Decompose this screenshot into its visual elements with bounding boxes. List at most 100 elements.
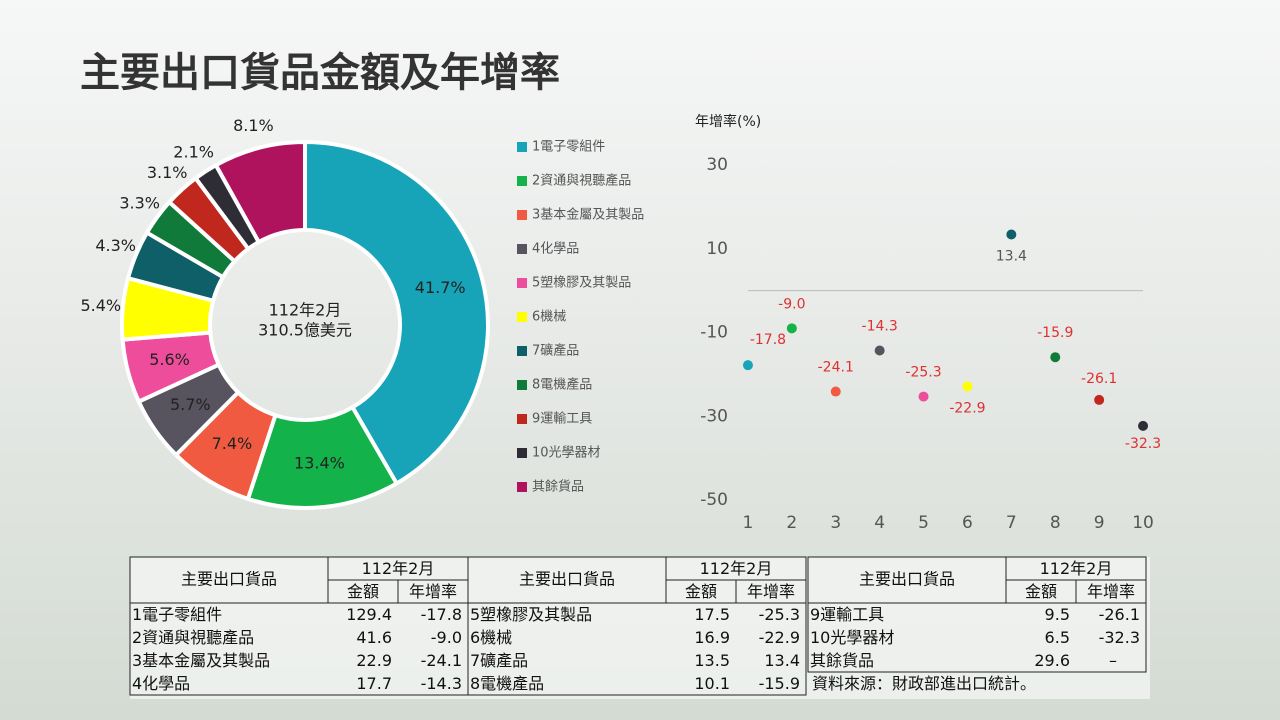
slice-label: 8.1% bbox=[233, 116, 274, 135]
table-cell-text: 8電機產品 bbox=[470, 674, 544, 693]
x-tick-label: 8 bbox=[1050, 513, 1061, 533]
table-cell-text: 7礦產品 bbox=[470, 651, 528, 670]
table-cell-text: 10.1 bbox=[694, 674, 730, 693]
legend-swatch bbox=[517, 210, 527, 220]
table-cell-text: 129.4 bbox=[346, 605, 392, 624]
table-cell-text: 9運輸工具 bbox=[810, 605, 884, 624]
legend-label: 7礦產品 bbox=[532, 343, 579, 359]
table-cell-text: -9.0 bbox=[431, 628, 462, 647]
scatter-point bbox=[830, 386, 841, 397]
table-cell-text: -14.3 bbox=[421, 674, 462, 693]
scatter-point bbox=[1138, 420, 1149, 431]
x-tick-label: 6 bbox=[962, 513, 973, 533]
scatter-point bbox=[1094, 394, 1105, 405]
scatter-point bbox=[786, 323, 797, 334]
table-cell-text: 5塑橡膠及其製品 bbox=[470, 605, 592, 624]
point-label: -9.0 bbox=[778, 296, 805, 312]
y-tick-label: 10 bbox=[706, 239, 728, 259]
slice-label: 13.4% bbox=[294, 454, 345, 473]
table-cell-text: 41.6 bbox=[356, 628, 392, 647]
y-axis-title: 年增率(%) bbox=[695, 113, 761, 130]
slice-label: 5.6% bbox=[149, 350, 190, 369]
table-header: 主要出口貨品 bbox=[519, 570, 615, 589]
table-cell-text: – bbox=[1109, 651, 1117, 670]
y-tick-label: -10 bbox=[700, 323, 728, 343]
table-cell-text: 6.5 bbox=[1045, 628, 1070, 647]
x-tick-label: 2 bbox=[786, 513, 797, 533]
legend-label: 5塑橡膠及其製品 bbox=[532, 276, 631, 291]
legend-swatch bbox=[517, 482, 527, 492]
table-note: 資料來源：財政部進出口統計。 bbox=[812, 674, 1036, 693]
legend-label: 10光學器材 bbox=[532, 446, 601, 461]
table-cell-text: -26.1 bbox=[1099, 605, 1140, 624]
table-cell-text: -32.3 bbox=[1099, 628, 1140, 647]
table-cell-text: -15.9 bbox=[759, 674, 800, 693]
slice-label: 5.4% bbox=[80, 296, 121, 315]
scatter-point bbox=[918, 391, 929, 402]
table-header: 主要出口貨品 bbox=[859, 570, 955, 589]
table-cell-text: 17.5 bbox=[694, 605, 730, 624]
scatter-point bbox=[962, 381, 973, 392]
table-cell-text: -17.8 bbox=[421, 605, 462, 624]
legend-swatch bbox=[517, 176, 527, 186]
x-tick-label: 7 bbox=[1006, 513, 1017, 533]
y-tick-label: -50 bbox=[700, 490, 728, 510]
y-tick-label: -30 bbox=[700, 406, 728, 426]
legend-label: 2資通與視聽產品 bbox=[532, 173, 631, 189]
slice-label: 7.4% bbox=[212, 434, 253, 453]
table-cell-text: -22.9 bbox=[759, 628, 800, 647]
table-header: 主要出口貨品 bbox=[181, 570, 277, 589]
table-cell-text: 9.5 bbox=[1045, 605, 1070, 624]
table-cell-text: 4化學品 bbox=[132, 674, 190, 693]
x-tick-label: 1 bbox=[743, 513, 754, 533]
x-tick-label: 10 bbox=[1132, 513, 1154, 533]
x-tick-label: 4 bbox=[874, 513, 885, 533]
legend-swatch bbox=[517, 380, 527, 390]
table-cell-text: 6機械 bbox=[470, 628, 512, 647]
table-bg bbox=[130, 557, 1150, 699]
point-label: -15.9 bbox=[1037, 325, 1073, 341]
table-cell-text: 13.5 bbox=[694, 651, 730, 670]
center-label: 112年2月 bbox=[269, 301, 342, 320]
scatter-point bbox=[1006, 229, 1017, 240]
legend-label: 8電機產品 bbox=[532, 377, 592, 393]
table-header: 年增率 bbox=[747, 582, 795, 601]
legend-label: 1電子零組件 bbox=[532, 140, 605, 155]
table-cell-text: 2資通與視聽產品 bbox=[132, 628, 254, 647]
table-cell-text: -25.3 bbox=[759, 605, 800, 624]
legend-swatch bbox=[517, 448, 527, 458]
table-cell-text: 10光學器材 bbox=[810, 628, 894, 647]
slide-title: 主要出口貨品金額及年增率 bbox=[80, 50, 560, 96]
scatter-point bbox=[874, 345, 885, 356]
legend-swatch bbox=[517, 414, 527, 424]
point-label: -32.3 bbox=[1125, 436, 1161, 452]
table-cell bbox=[807, 602, 1147, 673]
point-label: -25.3 bbox=[905, 365, 941, 381]
legend-label: 其餘貨品 bbox=[532, 479, 584, 495]
point-label: -14.3 bbox=[862, 319, 898, 335]
table-header: 112年2月 bbox=[700, 559, 773, 578]
slice-label: 3.3% bbox=[119, 193, 160, 212]
table-cell-text: 17.7 bbox=[356, 674, 392, 693]
point-label: -22.9 bbox=[949, 401, 985, 417]
table-cell-text: 其餘貨品 bbox=[810, 651, 874, 670]
y-tick-label: 30 bbox=[706, 155, 728, 175]
scatter-point bbox=[1050, 352, 1061, 363]
slice-label: 4.3% bbox=[95, 236, 136, 255]
slice-label: 3.1% bbox=[147, 163, 188, 182]
x-tick-label: 3 bbox=[830, 513, 841, 533]
slice-label: 2.1% bbox=[173, 142, 214, 161]
legend-swatch bbox=[517, 142, 527, 152]
table-header: 年增率 bbox=[1087, 582, 1135, 601]
slice-label: 5.7% bbox=[170, 395, 211, 414]
donut-slice bbox=[303, 139, 490, 487]
legend-label: 6機械 bbox=[532, 310, 566, 325]
table-cell-text: 16.9 bbox=[694, 628, 730, 647]
legend-label: 9運輸工具 bbox=[532, 412, 592, 427]
legend-swatch bbox=[517, 244, 527, 254]
donut-slice bbox=[213, 139, 307, 245]
table-header: 金額 bbox=[347, 582, 379, 601]
point-label: -26.1 bbox=[1081, 371, 1117, 387]
